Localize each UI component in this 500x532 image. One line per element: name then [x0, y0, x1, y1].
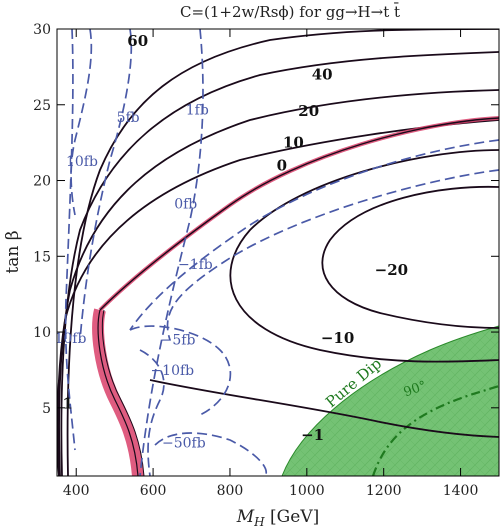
dashed-contour-label: 10fb [54, 331, 86, 347]
dashed-contour-label: −10fb [150, 363, 194, 379]
solid-contour-labels: 60 40 20 10 0 −20 −10 −1 1 [63, 32, 409, 444]
region-label: 90° [402, 378, 429, 400]
contour-line-60 [66, 29, 499, 476]
x-axis-label: MH [GeV] [236, 507, 319, 529]
dashed-line-neg1fb [166, 169, 499, 341]
chart-title: C=(1+2w/Rsϕ) for gg→H→t t̄ [180, 3, 400, 21]
solid-contour-label: 10 [283, 134, 304, 152]
dashed-contour-labels: 1fb 5fb 10fb 0fb −1fb 10fb −5fb −10fb −50fb [54, 102, 213, 452]
dashed-line-neg50fb [154, 432, 268, 476]
y-tick-label: 15 [33, 249, 51, 265]
solid-contour-label: −20 [375, 261, 408, 279]
x-tick-label: 400 [63, 483, 90, 499]
dashed-contour-label: −5fb [161, 333, 196, 349]
dashed-line-5fb [79, 29, 133, 341]
contour-line-neg1 [149, 379, 499, 438]
y-tick-label: 5 [42, 401, 51, 417]
dashed-contour-label: 1fb [186, 102, 209, 118]
plot-area: 60 40 20 10 0 −20 −10 −1 1 1fb 5fb 10fb 0fb −1fb 10fb… [54, 29, 499, 476]
dashed-line-neg10fb [139, 349, 165, 476]
dashed-contour-label: −50fb [162, 436, 206, 452]
dashed-line-10fb-upper [70, 29, 93, 216]
contour-line-40 [60, 51, 499, 476]
shaded-region-hatch [282, 326, 499, 476]
y-tick-label: 20 [33, 174, 51, 190]
zero-line-lower-b [101, 309, 145, 476]
plot-frame [56, 28, 500, 477]
y-tick-label: 30 [33, 22, 51, 38]
dashed-contour-label: 0fb [174, 196, 197, 212]
dashed-contour-label: 10fb [66, 154, 98, 170]
x-tick-label: 1200 [366, 483, 402, 499]
x-tick-label: 800 [217, 483, 244, 499]
solid-contour-label: −10 [321, 329, 354, 347]
contour-line-neg20 [321, 185, 499, 329]
contour-line-20 [58, 89, 499, 476]
dashed-line-10fb-lower [64, 29, 76, 451]
dashed-line-neg5fb [129, 325, 232, 416]
solid-contour-label: 40 [312, 65, 333, 83]
x-axis: 400 600 800 1000 1200 1400 [63, 29, 479, 499]
y-axis-label: tan β [3, 230, 23, 273]
dashed-contour-label: −1fb [178, 257, 213, 273]
solid-contour-label: 60 [127, 32, 148, 50]
x-tick-label: 1400 [443, 483, 479, 499]
zero-contour [92, 116, 499, 476]
dashed-line-1fb [139, 29, 204, 476]
solid-contour-label: 20 [298, 102, 319, 120]
dashed-contour-label: 5fb [117, 110, 140, 126]
y-tick-label: 10 [33, 325, 51, 341]
zero-line-lower-a [97, 309, 139, 476]
x-tick-label: 600 [140, 483, 167, 499]
shaded-region-edge [281, 325, 499, 476]
zero-line-upper [99, 117, 499, 311]
x-tick-label: 1000 [289, 483, 325, 499]
solid-contour-label: 1 [63, 394, 73, 412]
y-tick-label: 25 [33, 98, 51, 114]
dashed-line-0fb [129, 139, 499, 331]
solid-contour-label: 0 [277, 156, 287, 174]
solid-contour-label: −1 [301, 426, 324, 444]
dashed-contours [64, 29, 499, 476]
